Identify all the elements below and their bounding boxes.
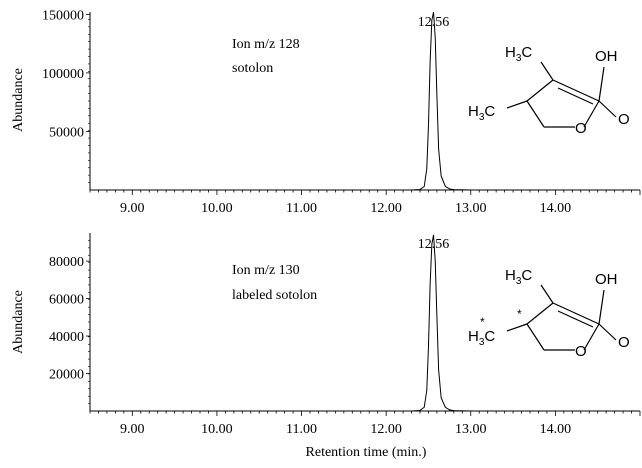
panel-labeled-sotolon: Abundance Ion m/z 130 labeled sotolon 12… [11,233,641,460]
y-tick-label: 150000 [42,8,84,23]
peak-label: 12.56 [418,237,450,252]
methyl-label-bottom: H3C [468,328,495,348]
x-tick-label: 10.00 [201,201,233,216]
x-tick-label: 11.00 [286,201,317,216]
bond [526,323,545,351]
y-tick-label: 80000 [49,255,84,270]
isotope-star-methyl: * [480,315,485,329]
bond [540,284,554,304]
methyl-label-bottom: H3C [468,103,495,123]
peak-label: 12.56 [418,15,450,30]
y-tick-label: 20000 [49,368,84,383]
bond [598,289,605,325]
x-tick-label: 9.00 [120,201,145,216]
y-tick-label: 40000 [49,330,84,345]
hydroxyl-label: OH [595,271,618,288]
series-line [90,234,640,412]
bond [526,100,545,128]
x-tick-label: 9.00 [120,422,145,437]
methyl-label-top: H3C [505,44,532,64]
bond [506,100,528,109]
y-tick-label: 100000 [42,67,84,82]
bond [598,323,617,341]
ring-oxygen-label: O [575,343,587,360]
bond [506,323,528,332]
ring-oxygen-label: O [575,120,587,137]
hydroxyl-label: OH [595,48,618,65]
ion-annotation-line2: sotolon [232,61,273,76]
x-axis-label: Retention time (min.) [306,445,427,460]
tick-group: 9.00 10.00 11.00 12.00 13.00 14.00 20000 40000 6… [49,240,641,437]
bond [552,302,600,325]
x-tick-label: 10.00 [201,422,233,437]
x-tick-label: 12.00 [370,422,402,437]
isotope-star-ring: * [517,307,522,321]
bond [598,100,617,118]
x-tick-label: 13.00 [455,201,487,216]
sotolon-structure: H3C OH H3C O O [468,44,630,137]
bond [540,61,554,81]
x-tick-label: 14.00 [540,422,572,437]
y-tick-label: 50000 [49,125,84,140]
y-axis-label: Abundance [11,290,26,354]
bond [526,302,554,325]
ion-annotation-line1: Ion m/z 128 [232,37,300,52]
tick-group: 9.00 10.00 11.00 12.00 13.00 14.00 50000 100000… [42,8,641,216]
bond [598,66,605,102]
series-line [90,11,640,191]
x-tick-label: 11.00 [286,422,317,437]
carbonyl-oxygen-label: O [618,334,630,351]
y-tick-label: 60000 [49,293,84,308]
bond [583,323,600,351]
x-tick-label: 13.00 [455,422,487,437]
bond [557,310,594,328]
y-axis-label: Abundance [11,68,26,132]
carbonyl-oxygen-label: O [618,111,630,128]
labeled-sotolon-structure: H3C OH H3C * * O O [468,267,630,360]
bond [526,79,554,102]
bond [583,100,600,128]
bond [552,79,600,102]
methyl-label-top: H3C [505,267,532,287]
ion-annotation-line2: labeled sotolon [232,288,317,303]
x-tick-label: 14.00 [540,201,572,216]
panel-sotolon: Abundance Ion m/z 128 sotolon 12.56 9.00… [11,8,641,216]
x-tick-label: 12.00 [370,201,402,216]
ion-annotation-line1: Ion m/z 130 [232,263,300,278]
bond [557,87,594,105]
